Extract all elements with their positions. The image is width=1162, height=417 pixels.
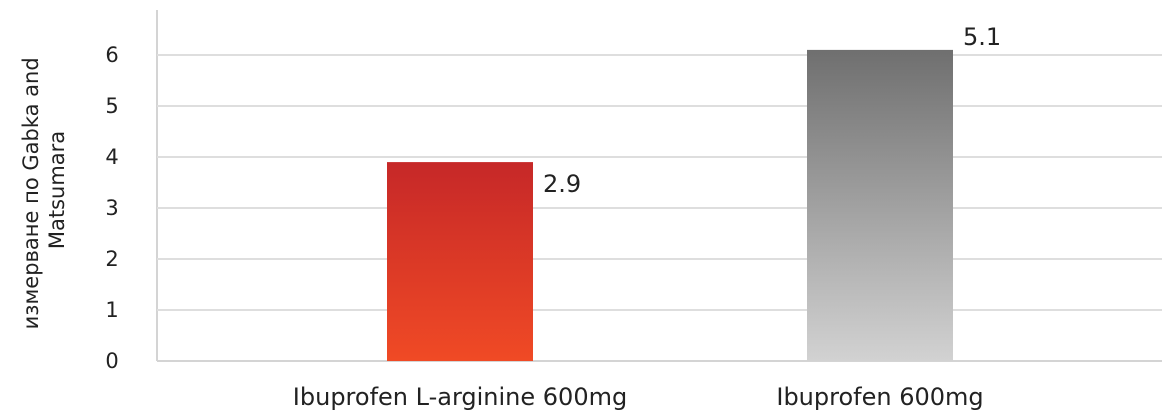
y-axis-title: измерване по Gabka and Matsumara <box>19 51 69 330</box>
y-tick-label: 0 <box>105 349 118 373</box>
y-tick-label: 6 <box>105 43 118 67</box>
y-axis-title-line-2: Matsumara <box>45 131 69 249</box>
y-tick-label: 5 <box>105 94 118 118</box>
gridlines <box>156 10 1162 362</box>
y-axis-title-line-1: измерване по Gabka and <box>19 57 43 329</box>
y-axis-tick-labels: 0 1 2 3 4 5 6 <box>105 43 118 373</box>
y-tick-label: 4 <box>105 145 118 169</box>
bar-1 <box>387 162 533 361</box>
y-tick-label: 3 <box>105 196 118 220</box>
x-category-label-2: Ibuprofen 600mg <box>776 383 983 411</box>
data-label-2: 5.1 <box>963 23 1001 51</box>
y-tick-label: 1 <box>105 298 118 322</box>
data-labels: 2.9 5.1 <box>543 23 1001 198</box>
x-axis-category-labels: Ibuprofen L-arginine 600mg Ibuprofen 600m… <box>293 383 984 411</box>
y-tick-label: 2 <box>105 247 118 271</box>
data-label-1: 2.9 <box>543 170 581 198</box>
bar-2 <box>807 49 953 362</box>
x-category-label-1: Ibuprofen L-arginine 600mg <box>293 383 627 411</box>
bars <box>387 49 953 362</box>
